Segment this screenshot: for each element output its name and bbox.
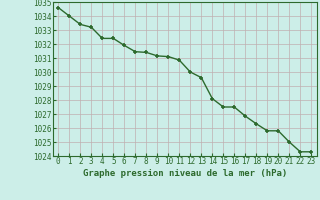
X-axis label: Graphe pression niveau de la mer (hPa): Graphe pression niveau de la mer (hPa) xyxy=(83,169,287,178)
